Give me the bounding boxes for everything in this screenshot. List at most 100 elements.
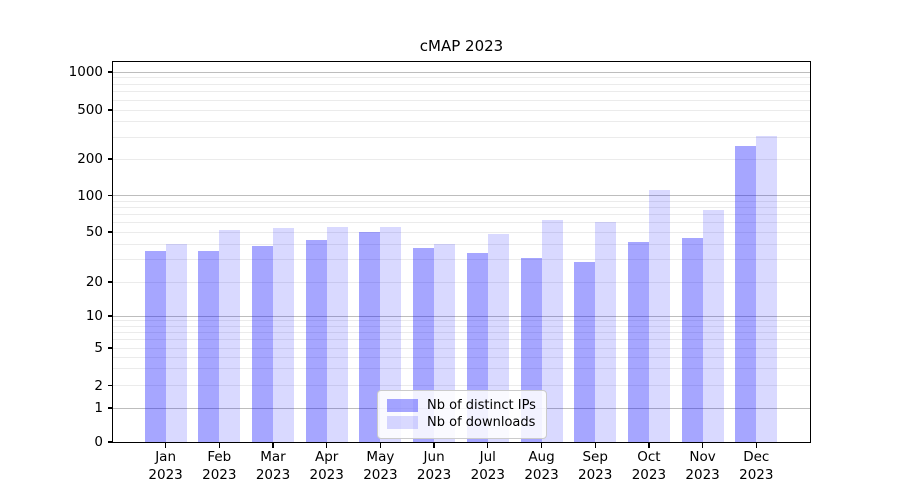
chart-title: cMAP 2023 [419,37,504,55]
x-tick-label: Sep 2023 [578,449,613,483]
y-gridline-major [113,315,810,317]
x-tick-label: Feb 2023 [202,449,237,483]
y-gridline-minor [113,259,810,261]
y-gridline-minor [113,356,810,358]
y-gridline-minor [113,368,810,370]
legend: Nb of distinct IPs Nb of downloads [377,390,547,439]
x-tick-mark [218,443,220,448]
y-gridline-minor [113,83,810,85]
x-tick-label: May 2023 [363,449,398,483]
x-tick-label: Mar 2023 [255,449,291,483]
y-gridline-minor [113,221,810,223]
bar-distinct-ips [144,251,166,442]
y-tick-mark [108,347,113,349]
y-tick-label: 500 [77,102,103,118]
x-tick-mark [540,443,543,448]
bar-downloads [326,226,348,442]
x-tick-label: Jan 2023 [148,449,183,483]
y-gridline-minor [113,91,810,93]
x-tick-label: Jun 2023 [416,449,452,483]
x-tick-mark [648,443,650,448]
bar-distinct-ips [574,261,596,442]
legend-label-downloads: Nb of downloads [427,415,536,430]
bar-downloads [648,190,670,442]
y-gridline-minor [113,325,810,327]
y-tick-label: 20 [85,274,103,290]
x-tick-mark [755,443,757,448]
legend-label-distinct-ips: Nb of distinct IPs [427,398,536,413]
y-tick-mark [108,441,113,443]
bar-downloads [380,226,402,442]
bar-distinct-ips [681,237,703,442]
y-tick-mark [108,384,113,387]
y-tick-label: 50 [85,224,103,240]
x-tick-label: Aug 2023 [524,449,559,483]
y-gridline-minor [113,77,810,79]
y-gridline-minor [113,243,810,245]
y-gridline-minor [113,206,810,208]
bar-downloads [541,219,563,442]
bar-downloads [273,227,294,442]
y-tick-mark [108,158,113,160]
y-tick-label: 2 [94,377,103,394]
legend-swatch-downloads [387,416,418,429]
y-gridline-minor [113,213,810,215]
x-tick-mark [326,443,328,448]
y-gridline-minor [113,281,810,283]
y-tick-label: 1000 [68,64,103,80]
x-tick-mark [164,443,167,448]
x-tick-mark [379,443,382,448]
bar-downloads [756,136,778,442]
y-gridline-minor [113,339,810,341]
x-tick-label: Apr 2023 [309,449,344,483]
bar-downloads [165,244,187,442]
x-tick-mark [701,443,704,448]
legend-item-downloads: Nb of downloads [387,414,536,431]
bar-downloads [702,209,724,442]
y-tick-label: 0 [94,434,103,450]
x-tick-label: Jul 2023 [470,449,505,483]
plot-area: Nb of distinct IPs Nb of downloads [113,62,810,442]
y-gridline-minor [113,158,810,160]
y-tick-label: 10 [85,308,103,324]
x-tick-mark [594,443,596,448]
legend-item-distinct-ips: Nb of distinct IPs [387,397,536,414]
y-gridline-minor [113,136,810,138]
y-gridline-major [113,195,810,196]
y-tick-mark [108,109,113,111]
y-tick-mark [108,281,113,283]
y-gridline-minor [113,121,810,123]
y-gridline-minor [113,385,810,386]
y-tick-mark [108,231,113,233]
y-tick-mark [108,71,113,73]
bar-downloads [595,222,617,442]
y-tick-mark [108,194,113,197]
bar-downloads [219,229,241,442]
y-gridline-minor [113,231,810,233]
y-tick-label: 100 [77,187,103,204]
y-gridline-minor [113,109,810,111]
bar-distinct-ips [198,251,220,442]
bar-distinct-ips [627,241,649,442]
x-tick-label: Oct 2023 [631,449,667,483]
x-tick-label: Dec 2023 [739,449,774,483]
y-gridline-major [113,71,810,73]
bar-distinct-ips [735,145,757,442]
x-tick-mark [272,443,274,448]
x-tick-label: Nov 2023 [685,449,720,483]
y-tick-mark [108,407,113,409]
y-tick-label: 1 [94,400,103,416]
bar-distinct-ips [305,240,327,442]
y-gridline-minor [113,99,810,101]
y-gridline-minor [113,320,810,322]
bar-distinct-ips [359,232,381,442]
bar-distinct-ips [252,245,273,442]
legend-swatch-distinct-ips [387,399,418,412]
y-gridline-minor [113,331,810,333]
y-tick-mark [108,315,113,317]
y-gridline-minor [113,200,810,202]
y-gridline-minor [113,347,810,349]
y-tick-label: 5 [94,340,103,356]
y-tick-label: 200 [77,151,103,167]
